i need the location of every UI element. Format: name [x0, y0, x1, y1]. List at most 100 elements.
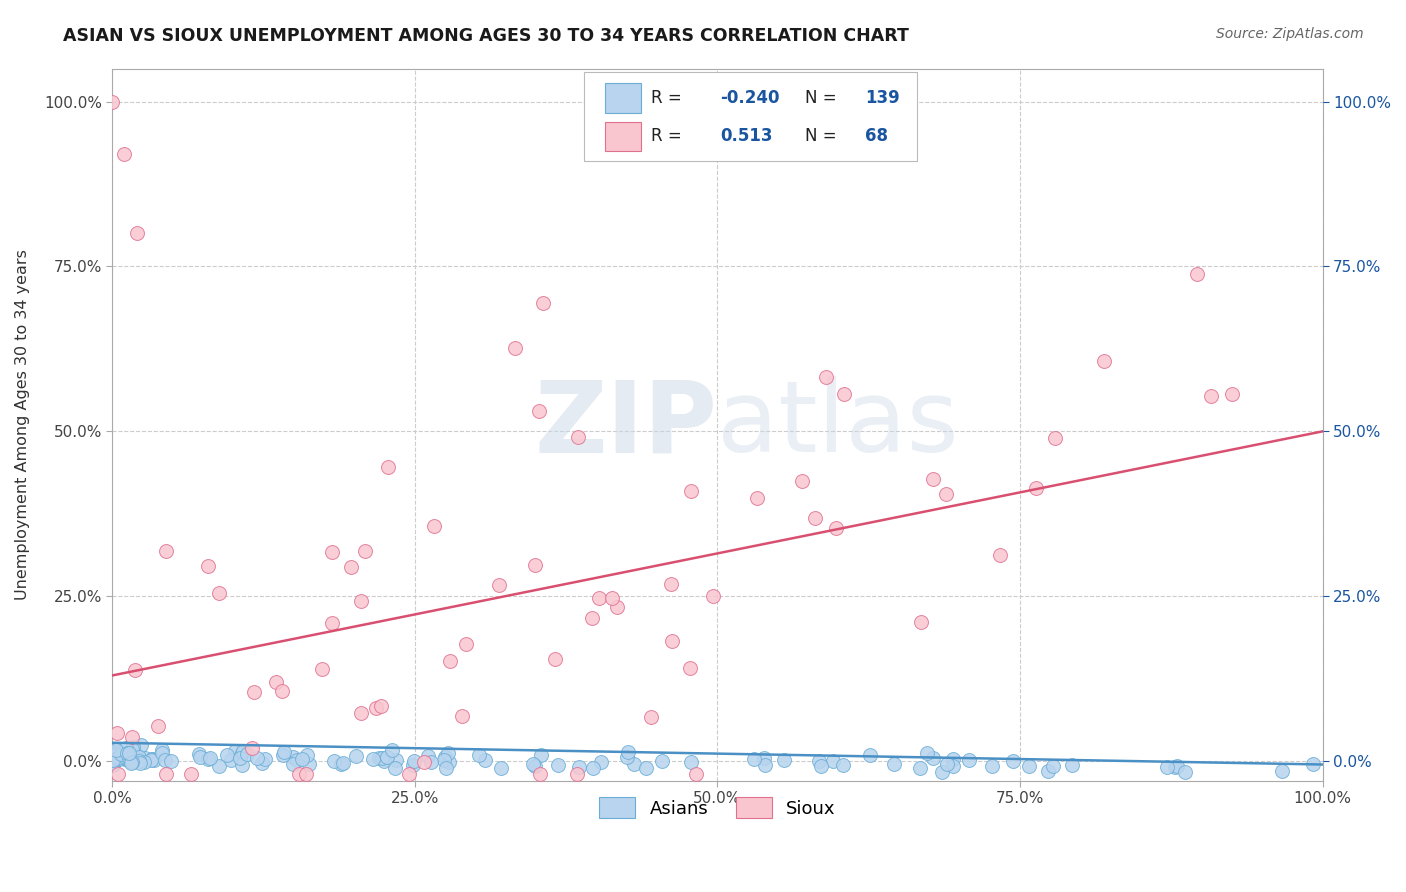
Point — [942, 758, 965, 772]
Point — [231, 747, 253, 761]
Point — [745, 491, 768, 505]
Point — [434, 761, 457, 775]
Point — [107, 767, 129, 781]
Legend: Asians, Sioux: Asians, Sioux — [592, 790, 842, 825]
Point — [467, 747, 489, 762]
Point — [398, 767, 420, 781]
Point — [339, 559, 361, 574]
Point — [219, 753, 242, 767]
Point — [121, 731, 143, 745]
Point — [246, 751, 269, 765]
Bar — [605, 121, 641, 151]
Point — [323, 754, 346, 768]
Point — [117, 751, 139, 765]
Text: 68: 68 — [865, 128, 889, 145]
Point — [298, 757, 321, 772]
Point — [474, 753, 496, 767]
FancyBboxPatch shape — [585, 72, 917, 161]
Text: R =: R = — [651, 89, 688, 107]
Point — [384, 761, 406, 775]
Point — [589, 755, 612, 769]
Point — [285, 753, 308, 767]
Point — [524, 558, 547, 573]
Point — [565, 767, 588, 781]
Point — [1036, 764, 1059, 778]
Text: ZIP: ZIP — [534, 376, 717, 474]
Point — [600, 591, 623, 606]
Point — [188, 747, 211, 761]
Point — [197, 752, 219, 766]
Point — [702, 589, 724, 603]
Point — [243, 684, 266, 698]
Point — [295, 767, 318, 781]
Point — [128, 754, 150, 768]
Point — [344, 748, 367, 763]
Point — [503, 342, 526, 356]
Point — [374, 752, 396, 766]
Point — [423, 519, 446, 533]
Point — [150, 746, 173, 760]
Point — [437, 756, 460, 770]
Point — [155, 767, 177, 781]
Point — [373, 754, 395, 768]
Point — [522, 756, 544, 771]
Point — [208, 758, 231, 772]
Point — [371, 751, 394, 765]
Point — [921, 472, 943, 486]
Text: ASIAN VS SIOUX UNEMPLOYMENT AMONG AGES 30 TO 34 YEARS CORRELATION CHART: ASIAN VS SIOUX UNEMPLOYMENT AMONG AGES 3… — [63, 27, 910, 45]
Point — [200, 751, 222, 765]
Point — [120, 754, 142, 768]
Y-axis label: Unemployment Among Ages 30 to 34 years: Unemployment Among Ages 30 to 34 years — [15, 250, 30, 600]
Point — [375, 750, 398, 764]
Point — [105, 725, 128, 739]
Point — [148, 719, 170, 733]
Point — [527, 403, 550, 417]
Point — [402, 754, 425, 768]
Point — [134, 755, 156, 769]
Point — [581, 611, 603, 625]
Point — [935, 487, 957, 501]
Point — [224, 744, 246, 758]
Point — [936, 757, 959, 772]
Point — [107, 745, 129, 759]
Point — [1001, 754, 1024, 768]
Point — [754, 757, 776, 772]
Point — [291, 752, 314, 766]
Point — [1025, 481, 1047, 495]
Point — [188, 750, 211, 764]
Point — [121, 742, 143, 756]
Point — [120, 752, 142, 766]
Point — [107, 751, 129, 765]
Point — [381, 743, 404, 757]
Point — [988, 548, 1011, 562]
Point — [377, 460, 399, 475]
Point — [659, 577, 682, 591]
Point — [547, 757, 569, 772]
Point — [141, 752, 163, 766]
Text: atlas: atlas — [717, 376, 959, 474]
Point — [531, 296, 554, 310]
Point — [295, 748, 318, 763]
Point — [104, 743, 127, 757]
Point — [321, 545, 343, 559]
Point — [231, 758, 253, 772]
Point — [350, 706, 373, 721]
Point — [567, 430, 589, 444]
Point — [125, 748, 148, 763]
Point — [1163, 760, 1185, 774]
Point — [273, 745, 295, 759]
Point — [197, 559, 219, 574]
Point — [110, 751, 132, 765]
Point — [790, 474, 813, 488]
Point — [617, 745, 640, 759]
Point — [101, 747, 124, 762]
Point — [433, 753, 456, 767]
Point — [623, 757, 645, 772]
Point — [254, 752, 277, 766]
Point — [370, 698, 392, 713]
Point — [128, 756, 150, 771]
Point — [807, 755, 830, 769]
Point — [910, 615, 932, 630]
Point — [101, 752, 124, 766]
Point — [681, 484, 703, 499]
